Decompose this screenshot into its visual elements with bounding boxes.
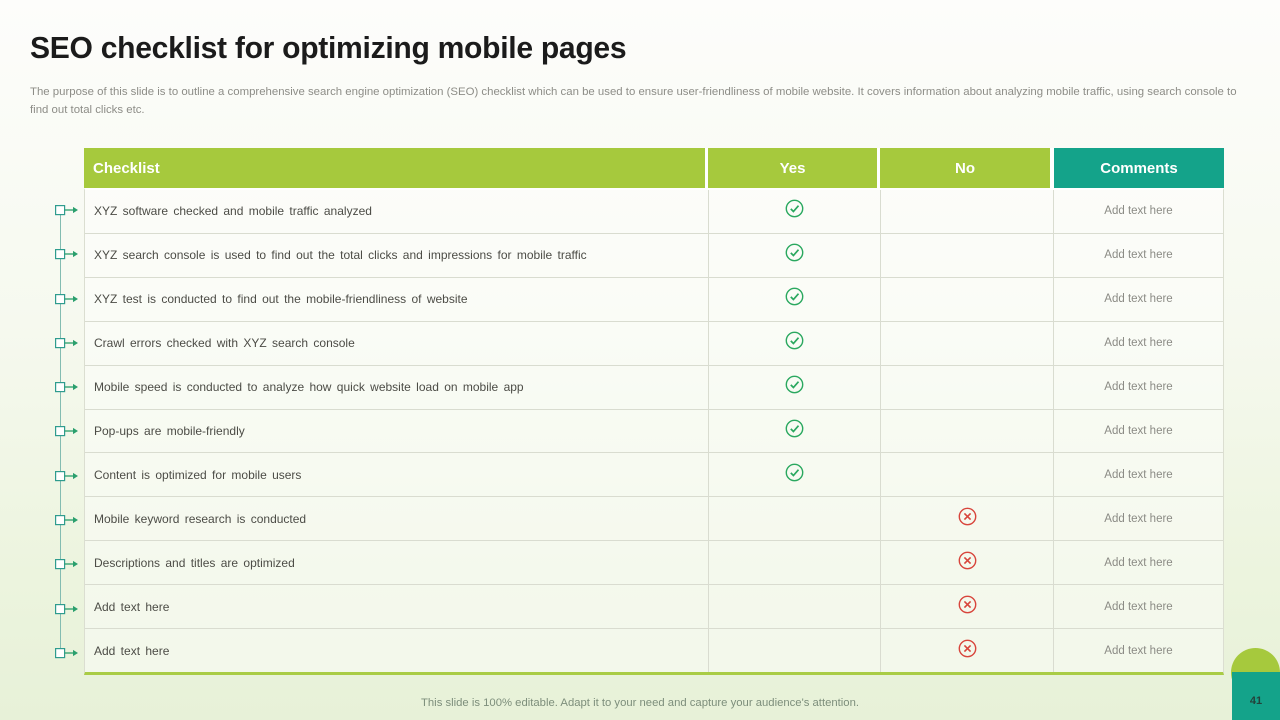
check-circle-icon <box>785 463 804 487</box>
check-circle-icon <box>785 419 804 443</box>
checklist-table: Checklist Yes No Comments XYZ software c… <box>84 148 1224 675</box>
no-cell <box>880 541 1053 585</box>
table-row: Content is optimized for mobile users Ad… <box>85 453 1223 498</box>
check-circle-icon <box>785 199 804 223</box>
cross-circle-icon <box>958 639 977 663</box>
no-cell <box>880 190 1053 233</box>
table-row: XYZ test is conducted to find out the mo… <box>85 277 1223 322</box>
check-circle-icon <box>785 375 804 399</box>
page-subtitle: The purpose of this slide is to outline … <box>30 86 1237 116</box>
square-arrow-icon <box>55 498 81 542</box>
table-row: Mobile keyword research is conducted Add… <box>85 497 1223 542</box>
yes-cell <box>708 277 880 321</box>
checklist-cell: Pop-ups are mobile-friendly <box>94 423 245 438</box>
comment-cell[interactable]: Add text here <box>1053 541 1223 585</box>
square-arrow-icon <box>55 454 81 498</box>
square-arrow-icon <box>55 277 81 321</box>
yes-cell <box>708 190 880 233</box>
table-row: Mobile speed is conducted to analyze how… <box>85 365 1223 410</box>
yes-cell <box>708 365 880 409</box>
table-row: Add text here Add text here <box>85 585 1223 630</box>
checklist-cell: Mobile speed is conducted to analyze how… <box>94 380 524 395</box>
no-cell <box>880 321 1053 365</box>
table-row: Descriptions and titles are optimized Ad… <box>85 541 1223 586</box>
no-cell <box>880 629 1053 672</box>
table-row: Crawl errors checked with XYZ search con… <box>85 321 1223 366</box>
comment-cell[interactable]: Add text here <box>1053 365 1223 409</box>
cross-circle-icon <box>958 551 977 575</box>
table-row: XYZ software checked and mobile traffic … <box>85 190 1223 234</box>
square-arrow-icon <box>55 542 81 586</box>
editable-note: This slide is 100% editable. Adapt it to… <box>421 697 859 709</box>
checklist-cell: Mobile keyword research is conducted <box>94 511 307 526</box>
check-circle-icon <box>785 243 804 267</box>
table-row: Add text here Add text here <box>85 629 1223 672</box>
no-cell <box>880 585 1053 629</box>
page-title: SEO checklist for optimizing mobile page… <box>30 30 627 65</box>
table-body: XYZ software checked and mobile traffic … <box>84 188 1224 675</box>
yes-cell <box>708 585 880 629</box>
comment-cell[interactable]: Add text here <box>1053 190 1223 233</box>
header-cell-no: No <box>880 148 1050 188</box>
square-arrow-icon <box>55 365 81 409</box>
no-cell <box>880 453 1053 497</box>
checklist-cell[interactable]: Add text here <box>94 599 170 614</box>
yes-cell <box>708 409 880 453</box>
checklist-cell[interactable]: Add text here <box>94 643 170 658</box>
page-number-badge: 41 <box>1232 672 1280 720</box>
no-cell <box>880 497 1053 541</box>
square-arrow-icon <box>55 321 81 365</box>
checklist-cell: XYZ software checked and mobile traffic … <box>94 204 372 219</box>
comment-cell[interactable]: Add text here <box>1053 233 1223 277</box>
checklist-cell: XYZ test is conducted to find out the mo… <box>94 292 468 307</box>
page-number: 41 <box>1249 695 1263 707</box>
no-cell <box>880 277 1053 321</box>
table-row: Pop-ups are mobile-friendly Add text her… <box>85 409 1223 454</box>
check-circle-icon <box>785 287 804 311</box>
header-cell-checklist: Checklist <box>84 148 705 188</box>
checklist-cell: Descriptions and titles are optimized <box>94 555 295 570</box>
comment-cell[interactable]: Add text here <box>1053 629 1223 672</box>
yes-cell <box>708 233 880 277</box>
yes-cell <box>708 541 880 585</box>
table-row: XYZ search console is used to find out t… <box>85 233 1223 278</box>
comment-cell[interactable]: Add text here <box>1053 409 1223 453</box>
header-cell-yes: Yes <box>708 148 877 188</box>
yes-cell <box>708 497 880 541</box>
square-arrow-icon <box>55 188 81 232</box>
no-cell <box>880 233 1053 277</box>
comment-cell[interactable]: Add text here <box>1053 453 1223 497</box>
comment-cell[interactable]: Add text here <box>1053 497 1223 541</box>
comment-cell[interactable]: Add text here <box>1053 277 1223 321</box>
square-arrow-icon <box>55 586 81 630</box>
no-cell <box>880 365 1053 409</box>
cross-circle-icon <box>958 507 977 531</box>
checklist-cell: XYZ search console is used to find out t… <box>94 248 587 263</box>
comment-cell[interactable]: Add text here <box>1053 585 1223 629</box>
comment-cell[interactable]: Add text here <box>1053 321 1223 365</box>
yes-cell <box>708 321 880 365</box>
yes-cell <box>708 629 880 672</box>
row-marker-column <box>55 188 81 675</box>
checklist-cell: Content is optimized for mobile users <box>94 467 302 482</box>
check-circle-icon <box>785 331 804 355</box>
square-arrow-icon <box>55 232 81 276</box>
yes-cell <box>708 453 880 497</box>
checklist-cell: Crawl errors checked with XYZ search con… <box>94 336 355 351</box>
square-arrow-icon <box>55 631 81 675</box>
cross-circle-icon <box>958 595 977 619</box>
header-cell-comments: Comments <box>1054 148 1224 188</box>
no-cell <box>880 409 1053 453</box>
table-header-row: Checklist Yes No Comments <box>84 148 1224 188</box>
square-arrow-icon <box>55 409 81 453</box>
